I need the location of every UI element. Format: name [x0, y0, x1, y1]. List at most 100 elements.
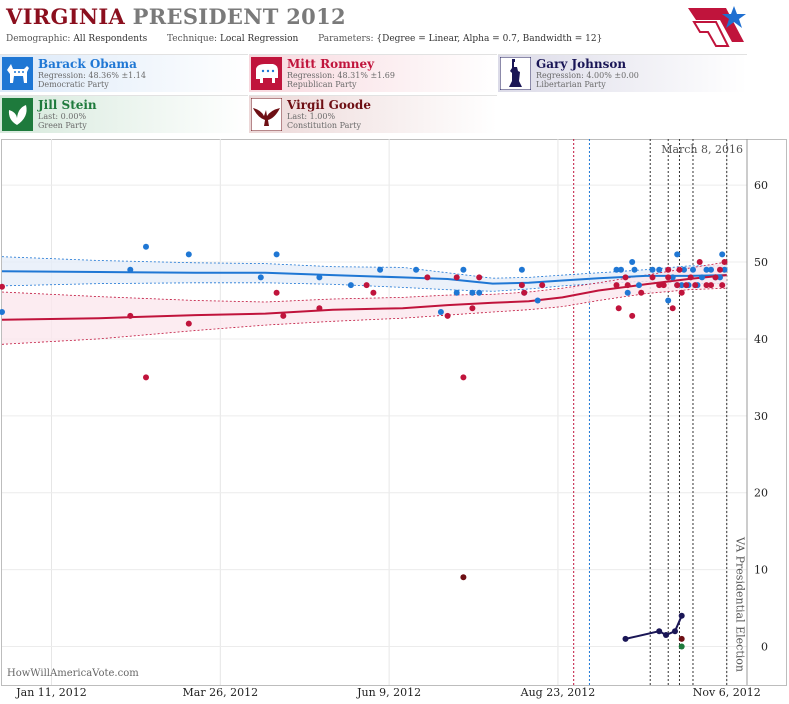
candidate-name: Mitt Romney — [287, 57, 375, 71]
data-point — [622, 274, 629, 281]
data-point — [521, 289, 528, 296]
data-point — [444, 312, 451, 319]
data-point — [692, 282, 699, 289]
parameters-label: Parameters: — [318, 34, 374, 44]
data-point — [347, 282, 354, 289]
data-point — [518, 266, 525, 273]
upper-bound-line — [1, 256, 727, 279]
data-point — [717, 274, 723, 281]
watermark: HowWillAmericaVote.com — [7, 668, 139, 679]
data-point — [721, 266, 728, 273]
parameters-value: {Degree = Linear, Alpha = 0.7, Bandwidth… — [376, 34, 603, 44]
parameters-line: Demographic: All Respondents Technique: … — [6, 34, 602, 44]
candidate-stat: Regression: 48.36% ±1.14 — [38, 71, 146, 80]
data-point — [629, 259, 636, 265]
data-point — [469, 289, 476, 296]
candidate-party: Green Party — [38, 121, 87, 130]
data-point — [712, 274, 719, 281]
demographic-label: Demographic: — [6, 34, 71, 44]
data-point — [377, 266, 384, 273]
technique-label: Technique: — [167, 34, 218, 44]
data-point — [257, 274, 264, 281]
data-point — [665, 274, 672, 281]
data-point — [703, 266, 710, 273]
data-point — [708, 266, 714, 273]
candidate-stat: Last: 1.00% — [287, 112, 336, 121]
data-point — [615, 305, 622, 312]
data-point — [660, 282, 667, 289]
data-point — [280, 312, 287, 319]
data-point — [674, 251, 681, 258]
series-line — [625, 615, 683, 640]
candidate-party: Constitution Party — [287, 121, 361, 130]
x-tick-label: Jun 9, 2012 — [356, 686, 421, 699]
candidate-card-romney[interactable]: Mitt Romney Regression: 48.31% ±1.69 Rep… — [249, 54, 497, 92]
data-point — [678, 289, 685, 296]
data-point — [460, 266, 467, 273]
statue-of-liberty-icon — [500, 57, 531, 90]
x-tick-label: Jan 11, 2012 — [15, 686, 87, 699]
data-point — [656, 282, 663, 289]
candidate-card-goode[interactable]: Virgil Goode Last: 1.00% Constitution Pa… — [249, 95, 497, 133]
data-point — [413, 266, 420, 273]
data-point — [687, 274, 694, 281]
data-point — [683, 282, 690, 289]
data-point — [703, 282, 710, 289]
title-rest: PRESIDENT 2012 — [132, 4, 346, 29]
data-point — [363, 282, 370, 289]
candidate-card-johnson[interactable]: Gary Johnson Regression: 4.00% ±0.00 Lib… — [498, 54, 747, 92]
data-point — [316, 274, 323, 281]
data-point — [678, 612, 685, 619]
data-point — [674, 282, 681, 289]
data-point — [678, 635, 685, 642]
data-point — [719, 282, 726, 289]
candidate-name: Barack Obama — [38, 57, 137, 71]
data-point — [681, 266, 687, 273]
y-tick-label: 60 — [754, 179, 768, 192]
data-point — [453, 289, 460, 296]
y-tick-label: 30 — [754, 410, 768, 423]
data-point — [185, 251, 192, 258]
technique-value: Local Regression — [219, 34, 299, 44]
candidate-party: Libertarian Party — [536, 80, 606, 89]
data-point — [636, 282, 642, 289]
x-tick-label: Nov 6, 2012 — [693, 686, 761, 699]
candidate-party: Republican Party — [287, 80, 357, 89]
data-point — [539, 282, 546, 289]
data-point — [370, 289, 377, 296]
data-point — [143, 243, 149, 250]
data-point — [708, 282, 714, 289]
poll-chart: Jan 11, 2012 Mar 26, 2012 Jun 9, 2012 Aug 2… — [0, 139, 768, 699]
data-point — [649, 274, 656, 281]
data-point — [717, 266, 723, 273]
data-point — [663, 632, 669, 638]
data-point — [624, 289, 631, 296]
data-point — [672, 628, 678, 635]
data-point — [613, 266, 620, 273]
data-point — [316, 305, 323, 312]
y-tick-label: 10 — [754, 564, 768, 577]
y-tick-label: 40 — [754, 333, 768, 346]
data-point — [518, 282, 525, 289]
data-point — [273, 289, 280, 296]
data-point — [143, 374, 149, 381]
y-tick-label: 50 — [754, 256, 768, 269]
candidate-card-stein[interactable]: Jill Stein Last: 0.00% Green Party — [0, 95, 248, 133]
x-tick-label: Aug 23, 2012 — [520, 686, 596, 699]
candidate-party: Democratic Party — [38, 80, 109, 89]
candidate-stat: Last: 0.00% — [38, 112, 87, 121]
data-point — [721, 259, 728, 265]
data-point — [534, 297, 541, 304]
data-point — [624, 282, 631, 289]
data-point — [476, 274, 483, 281]
data-point — [460, 374, 467, 381]
candidate-card-obama[interactable]: Barack Obama Regression: 48.36% ±1.14 De… — [0, 54, 248, 92]
page-title: VIRGINIA PRESIDENT 2012 — [6, 4, 346, 29]
data-point — [696, 259, 703, 265]
data-point — [618, 266, 624, 273]
data-point — [638, 289, 645, 296]
leaf-icon — [2, 98, 33, 131]
candidate-stat: Regression: 48.31% ±1.69 — [287, 71, 395, 80]
data-point — [669, 274, 676, 281]
data-point — [127, 312, 134, 319]
